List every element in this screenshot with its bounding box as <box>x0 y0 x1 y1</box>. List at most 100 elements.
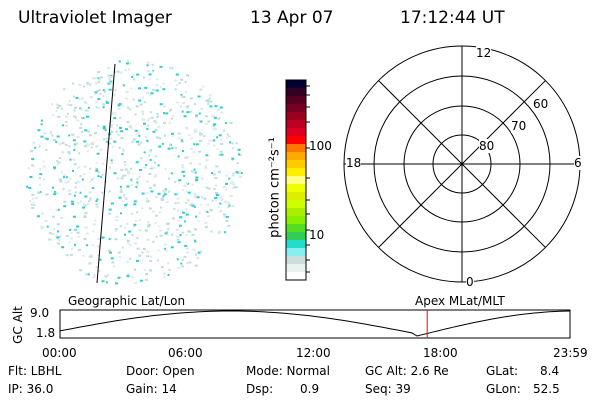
image-pixel <box>176 201 180 204</box>
image-pixel <box>55 103 58 106</box>
image-pixel <box>136 181 139 184</box>
image-pixel <box>192 248 196 251</box>
image-pixel <box>223 231 226 234</box>
image-pixel <box>88 191 92 194</box>
image-pixel <box>56 242 60 245</box>
image-pixel <box>170 172 173 175</box>
image-pixel <box>185 156 189 159</box>
image-pixel <box>77 235 80 238</box>
image-pixel <box>212 173 216 176</box>
image-pixel <box>40 225 44 228</box>
image-pixel <box>199 139 202 142</box>
image-pixel <box>51 134 54 137</box>
image-pixel <box>74 243 76 246</box>
image-pixel <box>180 140 184 143</box>
image-pixel <box>136 140 140 143</box>
image-pixel <box>102 106 105 109</box>
image-pixel <box>229 195 233 197</box>
image-pixel <box>182 96 186 98</box>
image-pixel <box>71 203 75 205</box>
image-pixel <box>42 165 46 168</box>
image-pixel <box>138 229 142 232</box>
image-pixel <box>102 89 105 92</box>
image-pixel <box>108 81 112 84</box>
colorbar-band <box>286 216 306 225</box>
image-pixel <box>204 115 208 118</box>
image-pixel <box>197 251 201 254</box>
image-pixel <box>86 109 89 112</box>
image-pixel <box>139 279 143 282</box>
image-pixel <box>42 160 45 163</box>
image-pixel <box>153 120 157 123</box>
image-pixel <box>182 211 185 214</box>
image-pixel <box>124 196 127 199</box>
image-pixel <box>154 128 158 131</box>
image-pixel <box>78 152 81 155</box>
image-pixel <box>101 162 104 165</box>
image-pixel <box>177 267 181 269</box>
image-pixel <box>51 233 55 235</box>
apex-label: Apex MLat/MLT <box>415 294 505 308</box>
image-pixel <box>206 203 210 206</box>
image-pixel <box>145 180 149 183</box>
image-pixel <box>34 197 38 200</box>
image-pixel <box>40 135 44 138</box>
image-pixel <box>130 87 133 90</box>
image-pixel <box>204 166 208 169</box>
image-pixel <box>185 234 188 236</box>
image-pixel <box>82 85 85 88</box>
image-pixel <box>124 226 127 229</box>
image-pixel <box>56 163 59 166</box>
image-pixel <box>94 132 97 134</box>
image-pixel <box>162 195 165 198</box>
image-pixel <box>69 228 72 231</box>
image-pixel <box>117 108 121 110</box>
image-pixel <box>132 98 135 101</box>
image-pixel <box>76 231 80 234</box>
image-pixel <box>96 206 100 208</box>
image-pixel <box>194 264 198 267</box>
image-pixel <box>156 259 159 262</box>
image-pixel <box>108 88 112 91</box>
image-pixel <box>143 166 147 169</box>
image-pixel <box>191 183 194 186</box>
image-pixel <box>105 100 108 103</box>
image-pixel <box>155 121 158 124</box>
image-pixel <box>96 144 99 147</box>
image-pixel <box>127 172 131 175</box>
image-pixel <box>160 199 164 201</box>
image-pixel <box>127 170 131 173</box>
image-pixel <box>67 103 70 106</box>
image-pixel <box>68 152 71 155</box>
mlt-6: 6 <box>574 156 582 170</box>
image-pixel <box>177 132 181 135</box>
image-pixel <box>95 101 99 104</box>
image-pixel <box>87 200 90 203</box>
image-pixel <box>126 185 130 188</box>
image-pixel <box>156 136 159 139</box>
image-pixel <box>135 186 138 188</box>
image-pixel <box>90 146 93 149</box>
image-pixel <box>136 184 139 187</box>
image-pixel <box>99 175 102 178</box>
image-pixel <box>176 193 179 196</box>
image-pixel <box>85 273 89 276</box>
image-pixel <box>115 219 119 222</box>
image-pixel <box>205 154 209 157</box>
image-pixel <box>93 273 96 276</box>
image-pixel <box>89 198 92 201</box>
image-pixel <box>153 175 157 178</box>
image-pixel <box>218 153 222 156</box>
image-pixel <box>132 225 136 228</box>
colorbar-band <box>286 224 306 233</box>
image-pixel <box>95 168 98 171</box>
image-pixel <box>200 107 204 110</box>
image-pixel <box>141 96 144 99</box>
image-pixel <box>55 141 58 143</box>
image-pixel <box>138 219 141 222</box>
image-pixel <box>131 140 134 143</box>
image-pixel <box>59 180 63 183</box>
image-pixel <box>175 101 179 104</box>
image-pixel <box>145 135 147 138</box>
image-pixel <box>176 235 180 238</box>
